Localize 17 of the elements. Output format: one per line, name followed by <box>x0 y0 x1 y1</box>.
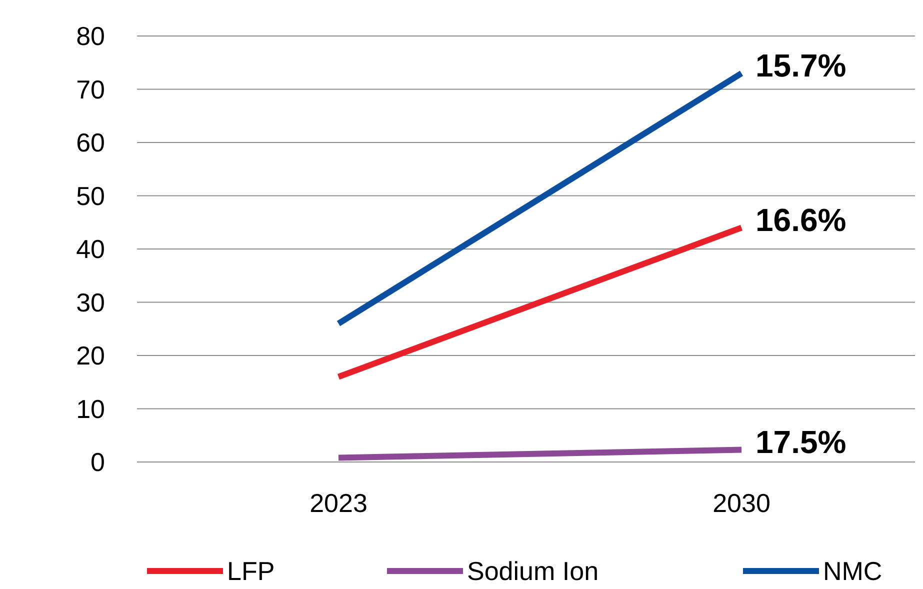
y-tick-label: 80 <box>76 21 105 52</box>
y-tick-label: 40 <box>76 234 105 264</box>
y-tick-label: 60 <box>76 128 105 158</box>
x-tick-label: 2030 <box>712 488 770 518</box>
y-tick-label: 70 <box>76 74 105 104</box>
y-tick-label: 50 <box>76 180 105 211</box>
y-tick-label: 10 <box>76 394 105 424</box>
annotation: 16.6% <box>756 202 846 238</box>
legend-label: Sodium Ion <box>467 556 599 586</box>
y-tick-label: 0 <box>90 447 105 478</box>
y-tick-label: 30 <box>76 287 105 318</box>
y-tick-label: 20 <box>76 340 105 371</box>
legend-label: NMC <box>823 556 882 586</box>
legend-label: LFP <box>227 556 275 586</box>
annotation: 15.7% <box>756 47 846 84</box>
x-tick-label: 2023 <box>310 488 368 518</box>
annotation: 17.5% <box>756 424 846 460</box>
